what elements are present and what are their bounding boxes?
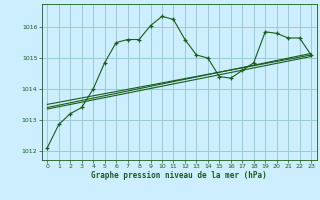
- X-axis label: Graphe pression niveau de la mer (hPa): Graphe pression niveau de la mer (hPa): [91, 171, 267, 180]
